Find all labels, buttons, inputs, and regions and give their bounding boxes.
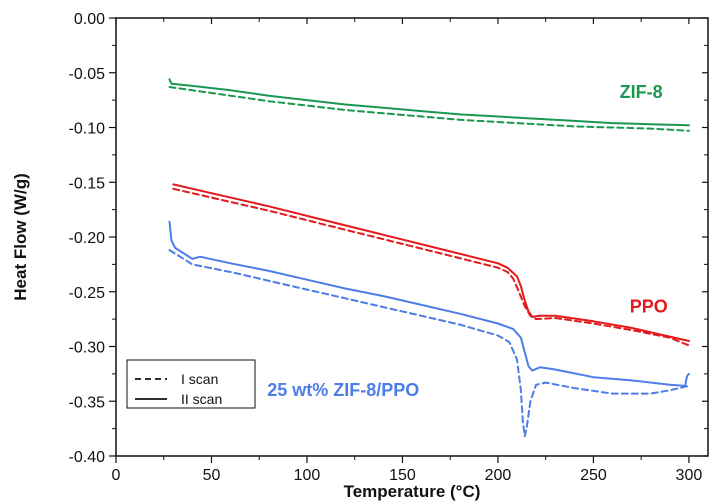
legend-label-i-scan: I scan	[181, 371, 218, 387]
y-tick-label: 0.00	[74, 11, 105, 28]
series-zif-8-ii-scan	[168, 78, 690, 127]
annotation-ppo: PPO	[630, 297, 668, 317]
y-tick-label: -0.40	[69, 449, 106, 466]
annotation-zif-8: ZIF-8	[620, 82, 663, 102]
x-tick-label: 50	[203, 467, 221, 484]
annotations: ZIF-8 PPO 25 wt% ZIF-8/PPO	[267, 82, 668, 400]
x-tick-label: 100	[294, 467, 321, 484]
series-ppo-i-scan	[172, 187, 690, 347]
annotation-25-wt-zif-8-ppo: 25 wt% ZIF-8/PPO	[267, 380, 419, 400]
y-axis-title: Heat Flow (W/g)	[11, 173, 30, 300]
axis-ticks: 0 50 100 150 200 250 300 0.00 -0.05 -0.10 -0.15 -0.…	[69, 11, 708, 484]
x-tick-label: 300	[676, 467, 703, 484]
x-tick-label: 250	[580, 467, 607, 484]
series-zif-8-i-scan	[168, 86, 690, 132]
legend-box	[126, 359, 256, 409]
x-axis-title: Temperature (°C)	[344, 482, 481, 501]
x-tick-label: 200	[485, 467, 512, 484]
series-ppo-ii-scan	[172, 183, 690, 342]
series-layer	[168, 78, 690, 438]
series-25-wt-zif-8-ppo-ii-scan	[168, 220, 690, 387]
y-tick-label: -0.05	[69, 66, 106, 83]
legend-label-ii-scan: II scan	[181, 391, 222, 407]
y-tick-label: -0.35	[69, 394, 106, 411]
y-tick-label: -0.15	[69, 175, 106, 192]
y-tick-label: -0.25	[69, 285, 106, 302]
legend: I scan II scan	[126, 359, 256, 409]
y-tick-label: -0.30	[69, 340, 106, 357]
x-tick-label: 150	[389, 467, 416, 484]
y-tick-label: -0.20	[69, 230, 106, 247]
x-tick-label: 0	[112, 467, 121, 484]
y-tick-label: -0.10	[69, 121, 106, 138]
